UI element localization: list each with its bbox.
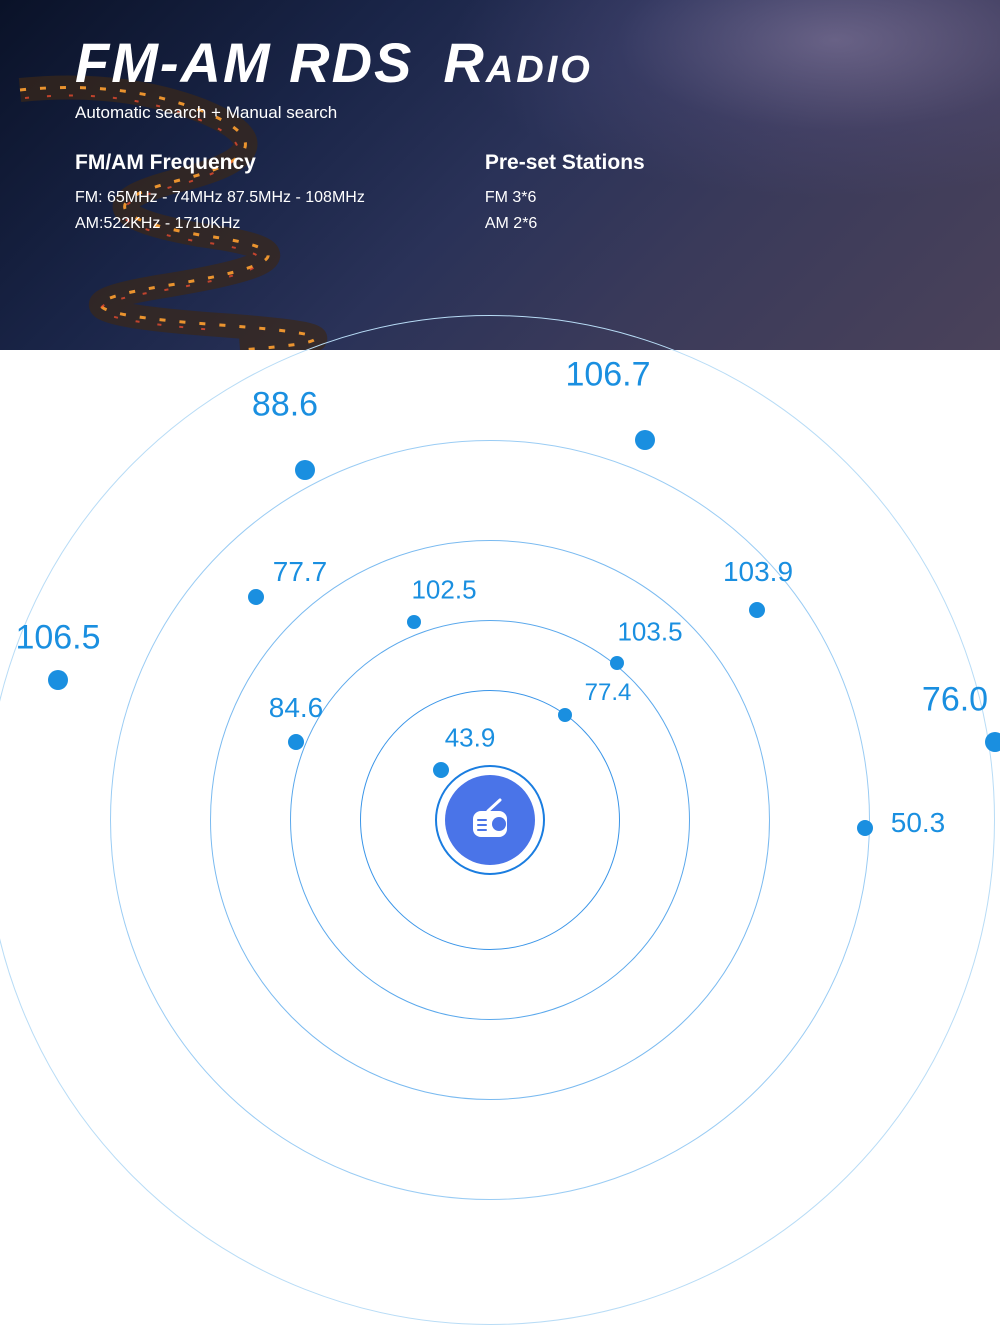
subtitle: Automatic search + Manual search [75, 103, 645, 123]
title-main: FM-AM RDS [75, 30, 413, 95]
frequency-column: FM/AM Frequency FM: 65MHz - 74MHz 87.5MH… [75, 151, 365, 236]
station-dot [635, 430, 655, 450]
station-dot [288, 734, 304, 750]
station-frequency: 77.7 [273, 556, 328, 588]
station-frequency: 103.5 [617, 617, 682, 648]
station-dot [610, 656, 624, 670]
spec-columns: FM/AM Frequency FM: 65MHz - 74MHz 87.5MH… [75, 151, 645, 236]
header-block: FM-AM RDS RADIO Automatic search + Manua… [75, 30, 645, 236]
station-frequency: 88.6 [252, 386, 318, 425]
station-dot [749, 602, 765, 618]
title-radio: RADIO [443, 30, 592, 95]
station-frequency: 76.0 [922, 681, 988, 720]
frequency-fm-line: FM: 65MHz - 74MHz 87.5MHz - 108MHz [75, 185, 365, 211]
station-dot [248, 589, 264, 605]
preset-heading: Pre-set Stations [485, 151, 645, 175]
station-frequency: 102.5 [411, 575, 476, 606]
frequency-heading: FM/AM Frequency [75, 151, 365, 175]
station-frequency: 50.3 [891, 807, 946, 839]
station-frequency: 106.7 [565, 356, 650, 395]
station-dot [433, 762, 449, 778]
station-dot [48, 670, 68, 690]
title-adio-letters: ADIO [486, 49, 593, 92]
station-frequency: 43.9 [445, 723, 496, 754]
title-r-letter: R [443, 30, 485, 95]
radar-diagram: 43.9 77.4 103.5 102.5 84.6 103.9 77.7 50.3 88.6 1… [0, 300, 1000, 1000]
station-dot [407, 615, 421, 629]
station-dot [985, 732, 1000, 752]
radio-icon [445, 775, 535, 865]
frequency-am-line: AM:522KHz - 1710KHz [75, 211, 365, 237]
preset-fm-line: FM 3*6 [485, 185, 645, 211]
station-frequency: 103.9 [723, 556, 793, 588]
station-dot [857, 820, 873, 836]
station-dot [295, 460, 315, 480]
title-row: FM-AM RDS RADIO [75, 30, 645, 95]
station-frequency: 106.5 [15, 619, 100, 658]
preset-am-line: AM 2*6 [485, 211, 645, 237]
preset-column: Pre-set Stations FM 3*6 AM 2*6 [485, 151, 645, 236]
station-frequency: 84.6 [269, 692, 324, 724]
station-dot [558, 708, 572, 722]
station-frequency: 77.4 [585, 679, 632, 707]
